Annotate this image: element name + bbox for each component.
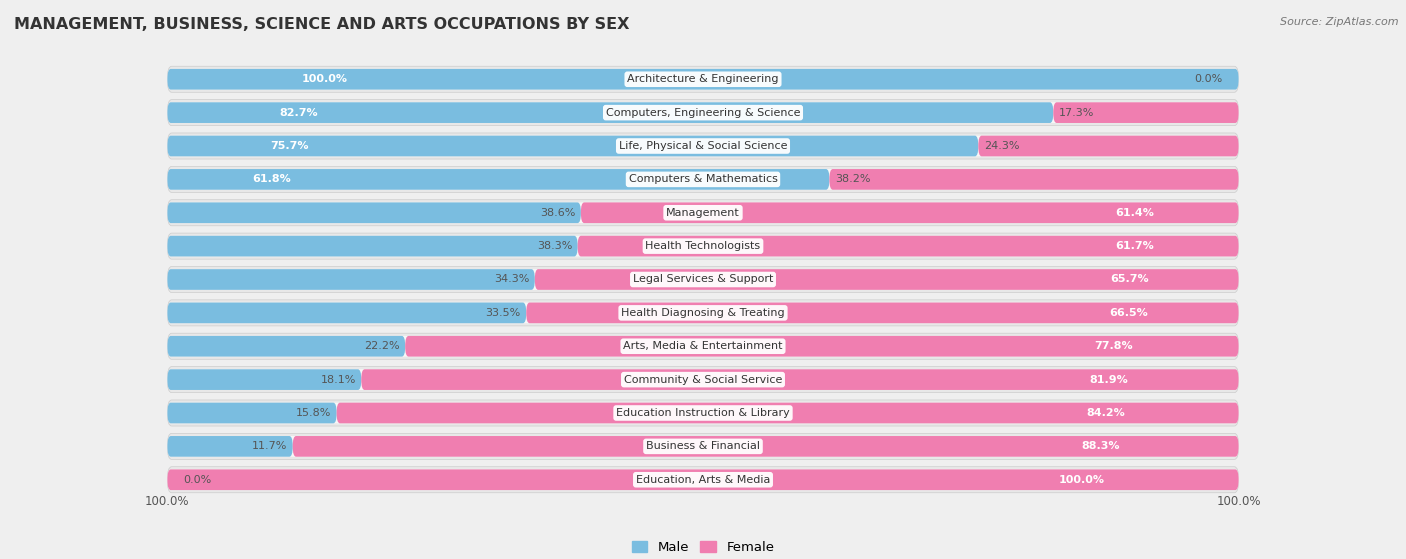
Text: 15.8%: 15.8%	[295, 408, 332, 418]
Text: 75.7%: 75.7%	[270, 141, 308, 151]
Text: 33.5%: 33.5%	[485, 308, 520, 318]
FancyBboxPatch shape	[405, 336, 1239, 357]
FancyBboxPatch shape	[581, 202, 1239, 223]
FancyBboxPatch shape	[167, 467, 1239, 492]
Text: Life, Physical & Social Science: Life, Physical & Social Science	[619, 141, 787, 151]
FancyBboxPatch shape	[526, 302, 1239, 323]
FancyBboxPatch shape	[167, 436, 1239, 457]
FancyBboxPatch shape	[167, 202, 1239, 223]
FancyBboxPatch shape	[167, 302, 1239, 323]
FancyBboxPatch shape	[167, 133, 1239, 159]
FancyBboxPatch shape	[578, 236, 1239, 257]
FancyBboxPatch shape	[167, 67, 1239, 92]
FancyBboxPatch shape	[292, 436, 1239, 457]
Text: 18.1%: 18.1%	[321, 375, 356, 385]
FancyBboxPatch shape	[167, 269, 1239, 290]
FancyBboxPatch shape	[167, 200, 1239, 226]
Text: 22.2%: 22.2%	[364, 341, 399, 351]
FancyBboxPatch shape	[361, 369, 1239, 390]
Text: 77.8%: 77.8%	[1095, 341, 1133, 351]
FancyBboxPatch shape	[167, 470, 1239, 490]
FancyBboxPatch shape	[167, 336, 1239, 357]
Text: 0.0%: 0.0%	[183, 475, 212, 485]
Text: 84.2%: 84.2%	[1087, 408, 1125, 418]
Text: Computers, Engineering & Science: Computers, Engineering & Science	[606, 108, 800, 117]
FancyBboxPatch shape	[167, 136, 979, 157]
FancyBboxPatch shape	[830, 169, 1239, 190]
Text: 88.3%: 88.3%	[1081, 442, 1119, 451]
Text: Education Instruction & Library: Education Instruction & Library	[616, 408, 790, 418]
Text: 61.4%: 61.4%	[1115, 208, 1154, 218]
FancyBboxPatch shape	[336, 402, 1239, 423]
FancyBboxPatch shape	[167, 102, 1239, 123]
Text: 38.2%: 38.2%	[835, 174, 870, 184]
FancyBboxPatch shape	[534, 269, 1239, 290]
Text: Business & Financial: Business & Financial	[645, 442, 761, 451]
Text: Management: Management	[666, 208, 740, 218]
FancyBboxPatch shape	[979, 136, 1239, 157]
Text: 24.3%: 24.3%	[984, 141, 1019, 151]
FancyBboxPatch shape	[167, 300, 1239, 326]
FancyBboxPatch shape	[167, 369, 1239, 390]
Text: 34.3%: 34.3%	[494, 274, 530, 285]
FancyBboxPatch shape	[167, 269, 534, 290]
Text: Education, Arts & Media: Education, Arts & Media	[636, 475, 770, 485]
FancyBboxPatch shape	[167, 69, 1239, 89]
Text: Arts, Media & Entertainment: Arts, Media & Entertainment	[623, 341, 783, 351]
Text: Legal Services & Support: Legal Services & Support	[633, 274, 773, 285]
Text: 38.6%: 38.6%	[540, 208, 575, 218]
Text: 100.0%: 100.0%	[145, 495, 190, 508]
Text: 100.0%: 100.0%	[301, 74, 347, 84]
Text: 38.3%: 38.3%	[537, 241, 572, 251]
FancyBboxPatch shape	[167, 402, 336, 423]
FancyBboxPatch shape	[1053, 102, 1239, 123]
Text: 65.7%: 65.7%	[1111, 274, 1149, 285]
Text: 82.7%: 82.7%	[278, 108, 318, 117]
FancyBboxPatch shape	[167, 169, 830, 190]
FancyBboxPatch shape	[167, 167, 1239, 192]
Text: 100.0%: 100.0%	[1059, 475, 1105, 485]
FancyBboxPatch shape	[167, 433, 1239, 459]
Text: Health Technologists: Health Technologists	[645, 241, 761, 251]
Text: 61.8%: 61.8%	[252, 174, 291, 184]
FancyBboxPatch shape	[167, 400, 1239, 426]
FancyBboxPatch shape	[167, 233, 1239, 259]
Text: Computers & Mathematics: Computers & Mathematics	[628, 174, 778, 184]
FancyBboxPatch shape	[167, 333, 1239, 359]
Text: 81.9%: 81.9%	[1090, 375, 1128, 385]
Text: 100.0%: 100.0%	[1216, 495, 1261, 508]
FancyBboxPatch shape	[167, 436, 292, 457]
Text: Source: ZipAtlas.com: Source: ZipAtlas.com	[1281, 17, 1399, 27]
FancyBboxPatch shape	[167, 267, 1239, 292]
Legend: Male, Female: Male, Female	[626, 536, 780, 559]
FancyBboxPatch shape	[167, 236, 578, 257]
FancyBboxPatch shape	[167, 202, 581, 223]
Text: 61.7%: 61.7%	[1115, 241, 1154, 251]
FancyBboxPatch shape	[167, 402, 1239, 423]
Text: 66.5%: 66.5%	[1109, 308, 1147, 318]
FancyBboxPatch shape	[167, 236, 1239, 257]
FancyBboxPatch shape	[167, 367, 1239, 392]
FancyBboxPatch shape	[167, 369, 361, 390]
Text: Community & Social Service: Community & Social Service	[624, 375, 782, 385]
Text: 11.7%: 11.7%	[252, 442, 287, 451]
FancyBboxPatch shape	[167, 169, 1239, 190]
Text: Health Diagnosing & Treating: Health Diagnosing & Treating	[621, 308, 785, 318]
Text: Architecture & Engineering: Architecture & Engineering	[627, 74, 779, 84]
FancyBboxPatch shape	[167, 102, 1053, 123]
FancyBboxPatch shape	[167, 302, 526, 323]
FancyBboxPatch shape	[167, 470, 1239, 490]
Text: MANAGEMENT, BUSINESS, SCIENCE AND ARTS OCCUPATIONS BY SEX: MANAGEMENT, BUSINESS, SCIENCE AND ARTS O…	[14, 17, 630, 32]
FancyBboxPatch shape	[167, 100, 1239, 126]
FancyBboxPatch shape	[167, 336, 405, 357]
FancyBboxPatch shape	[167, 69, 1239, 89]
Text: 0.0%: 0.0%	[1194, 74, 1223, 84]
FancyBboxPatch shape	[167, 136, 1239, 157]
Text: 17.3%: 17.3%	[1059, 108, 1094, 117]
